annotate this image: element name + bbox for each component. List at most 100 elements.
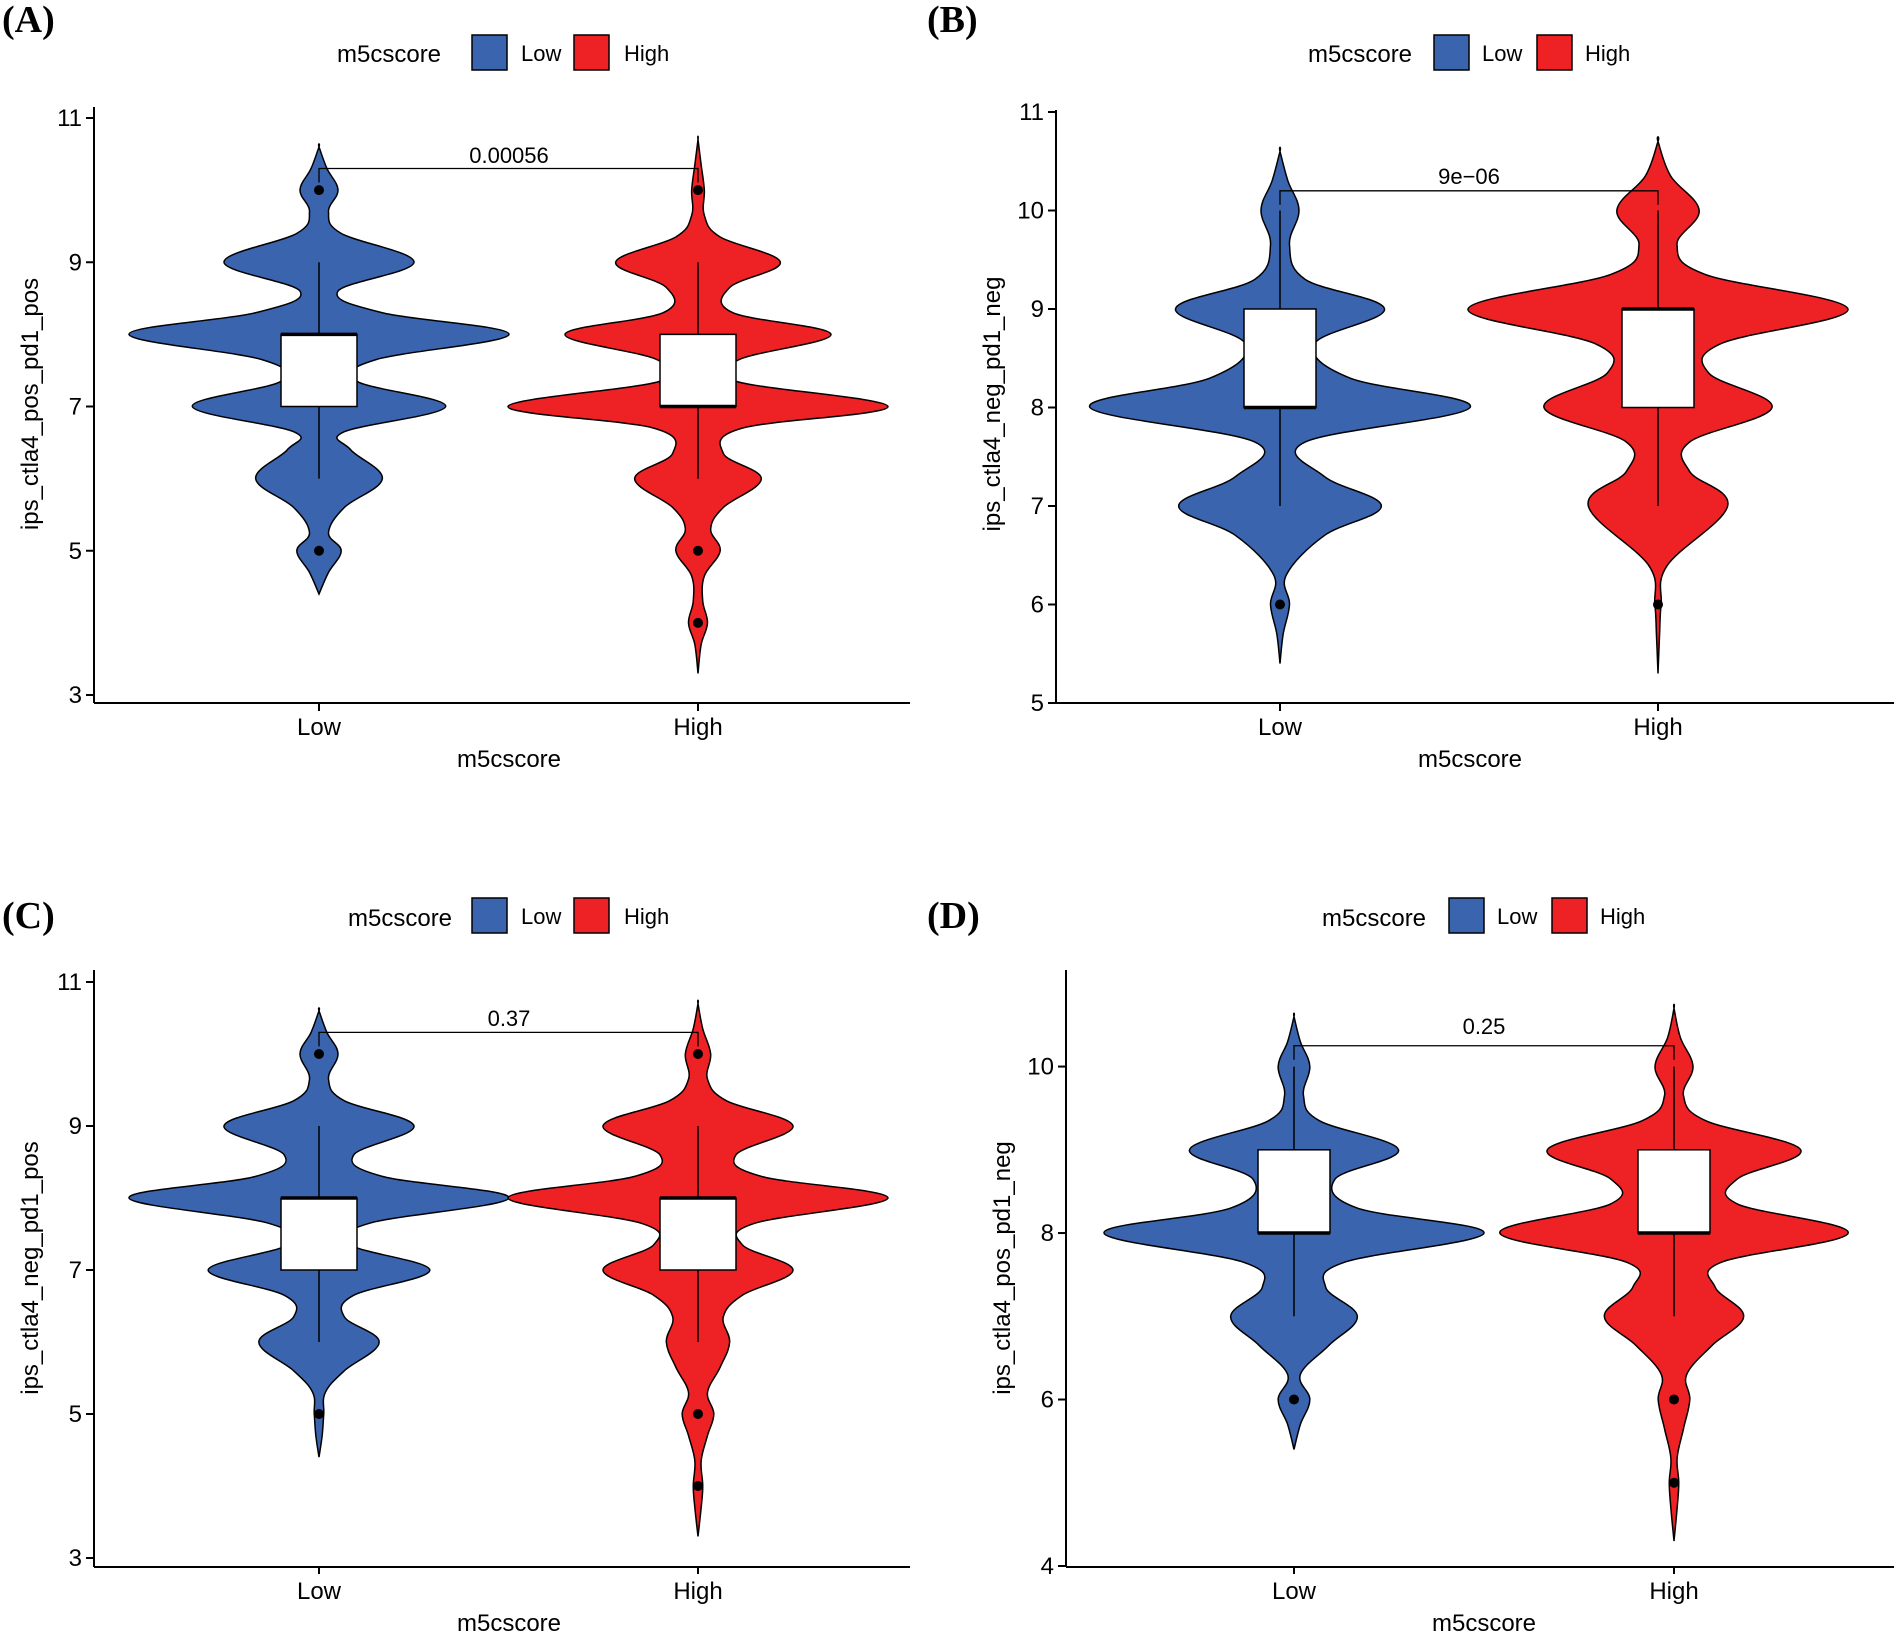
y-tick-label: 8 <box>1031 395 1044 422</box>
y-tick-label: 11 <box>57 969 82 996</box>
legend-swatch-low <box>1448 897 1485 934</box>
y-tick-label: 7 <box>69 394 82 421</box>
significance-bracket <box>318 1031 699 1047</box>
p-value-label: 0.37 <box>488 1006 531 1031</box>
legend-swatch-low <box>1433 34 1470 71</box>
y-tick-label: 5 <box>69 1401 82 1428</box>
outlier-point <box>314 1409 324 1419</box>
legend: m5cscore Low High <box>337 34 669 71</box>
outlier-point <box>314 1049 324 1059</box>
plot-area: 4 6 8 10 <box>1027 1003 1849 1580</box>
panel-d: (D) m5cscore Low High 4 6 8 10 Low High m5c… <box>927 895 1894 1636</box>
panel-b: (B) m5cscore Low High 5 6 7 8 9 10 11 Low High… <box>927 0 1894 773</box>
y-tick-label: 6 <box>1041 1387 1054 1414</box>
box <box>280 333 358 408</box>
outlier-point <box>1275 599 1285 610</box>
x-axis-title: m5cscore <box>457 746 561 773</box>
legend-label-low: Low <box>1482 41 1522 66</box>
x-axis-title: m5cscore <box>457 1610 561 1636</box>
legend-label-low: Low <box>521 904 561 929</box>
y-axis-title: ips_ctla4_pos_pd1_pos <box>17 278 44 530</box>
y-tick-label: 9 <box>69 249 82 276</box>
x-axis-title: m5cscore <box>1418 746 1522 773</box>
box <box>659 1197 737 1271</box>
p-value-label: 0.00056 <box>469 143 549 168</box>
legend-title: m5cscore <box>348 905 452 932</box>
x-tick-label-low: Low <box>1272 1578 1317 1605</box>
x-tick-label-high: High <box>673 1578 722 1605</box>
plot-area: 3 5 7 9 11 <box>57 969 889 1574</box>
significance-bracket <box>318 167 699 183</box>
x-tick-label-low: Low <box>297 1578 342 1605</box>
x-axis-title: m5cscore <box>1432 1610 1536 1636</box>
outlier-point <box>693 1049 703 1059</box>
plot-area: 5 6 7 8 9 10 11 <box>1017 99 1849 717</box>
outlier-point <box>693 1481 703 1491</box>
box <box>659 333 737 408</box>
legend: m5cscore Low High <box>1322 897 1645 934</box>
legend-label-low: Low <box>521 41 561 66</box>
legend-swatch-low <box>471 897 508 934</box>
y-tick-label: 3 <box>69 682 82 709</box>
panel-label: (A) <box>2 0 55 41</box>
y-tick-label: 5 <box>69 538 82 565</box>
significance-bracket <box>1279 190 1659 205</box>
panel-label: (D) <box>927 895 980 937</box>
outlier-point <box>1653 599 1663 610</box>
legend-label-high: High <box>624 904 669 929</box>
box <box>1243 308 1317 409</box>
legend-swatch-high <box>1551 897 1588 934</box>
p-value-label: 0.25 <box>1463 1014 1506 1039</box>
legend-label-high: High <box>1585 41 1630 66</box>
legend-label-high: High <box>624 41 669 66</box>
y-tick-label: 6 <box>1031 592 1044 619</box>
legend-title: m5cscore <box>1308 41 1412 68</box>
y-tick-label: 9 <box>69 1113 82 1140</box>
outlier-point <box>314 185 324 196</box>
y-tick-label: 10 <box>1017 198 1044 225</box>
panel-label: (B) <box>927 0 978 41</box>
x-tick-label-low: Low <box>297 714 342 741</box>
outlier-point <box>693 545 703 556</box>
outlier-point <box>693 617 703 628</box>
legend-swatch-low <box>471 34 508 71</box>
panel-a: (A) m5cscore Low High 3 5 7 9 11 Low High m5… <box>2 0 910 773</box>
box <box>280 1197 358 1271</box>
legend-swatch-high <box>573 897 610 934</box>
legend: m5cscore Low High <box>1308 34 1630 71</box>
box <box>1257 1149 1331 1234</box>
y-tick-label: 8 <box>1041 1220 1054 1247</box>
outlier-point <box>1289 1394 1299 1405</box>
legend-swatch-high <box>573 34 610 71</box>
y-axis-title: ips_ctla4_neg_pd1_pos <box>17 1141 44 1395</box>
outlier-point <box>693 1409 703 1419</box>
x-tick-label-high: High <box>1649 1578 1698 1605</box>
p-value-label: 9e−06 <box>1438 164 1500 189</box>
x-tick-label-high: High <box>673 714 722 741</box>
y-tick-label: 5 <box>1031 690 1044 717</box>
significance-bracket <box>1293 1045 1675 1060</box>
outlier-point <box>314 545 324 556</box>
outlier-point <box>1669 1394 1679 1405</box>
y-tick-label: 10 <box>1027 1054 1054 1081</box>
legend-swatch-high <box>1536 34 1573 71</box>
outlier-point <box>1669 1477 1679 1488</box>
x-tick-label-high: High <box>1633 714 1682 741</box>
plot-area: 3 5 7 9 11 <box>57 105 889 711</box>
y-tick-label: 3 <box>69 1545 82 1572</box>
legend-title: m5cscore <box>337 41 441 68</box>
outlier-point <box>693 185 703 196</box>
legend-label-high: High <box>1600 904 1645 929</box>
x-tick-label-low: Low <box>1258 714 1303 741</box>
y-tick-label: 11 <box>1019 99 1044 126</box>
y-tick-label: 9 <box>1031 296 1044 323</box>
box <box>1621 308 1695 409</box>
y-axis-title: ips_ctla4_neg_pd1_neg <box>979 277 1006 532</box>
panel-c: (C) m5cscore Low High 3 5 7 9 11 Low High m5… <box>2 895 910 1636</box>
y-tick-label: 7 <box>69 1257 82 1284</box>
legend-label-low: Low <box>1497 904 1537 929</box>
legend: m5cscore Low High <box>348 897 669 934</box>
y-tick-label: 4 <box>1041 1553 1054 1580</box>
y-axis-title: ips_ctla4_pos_pd1_neg <box>989 1141 1016 1395</box>
